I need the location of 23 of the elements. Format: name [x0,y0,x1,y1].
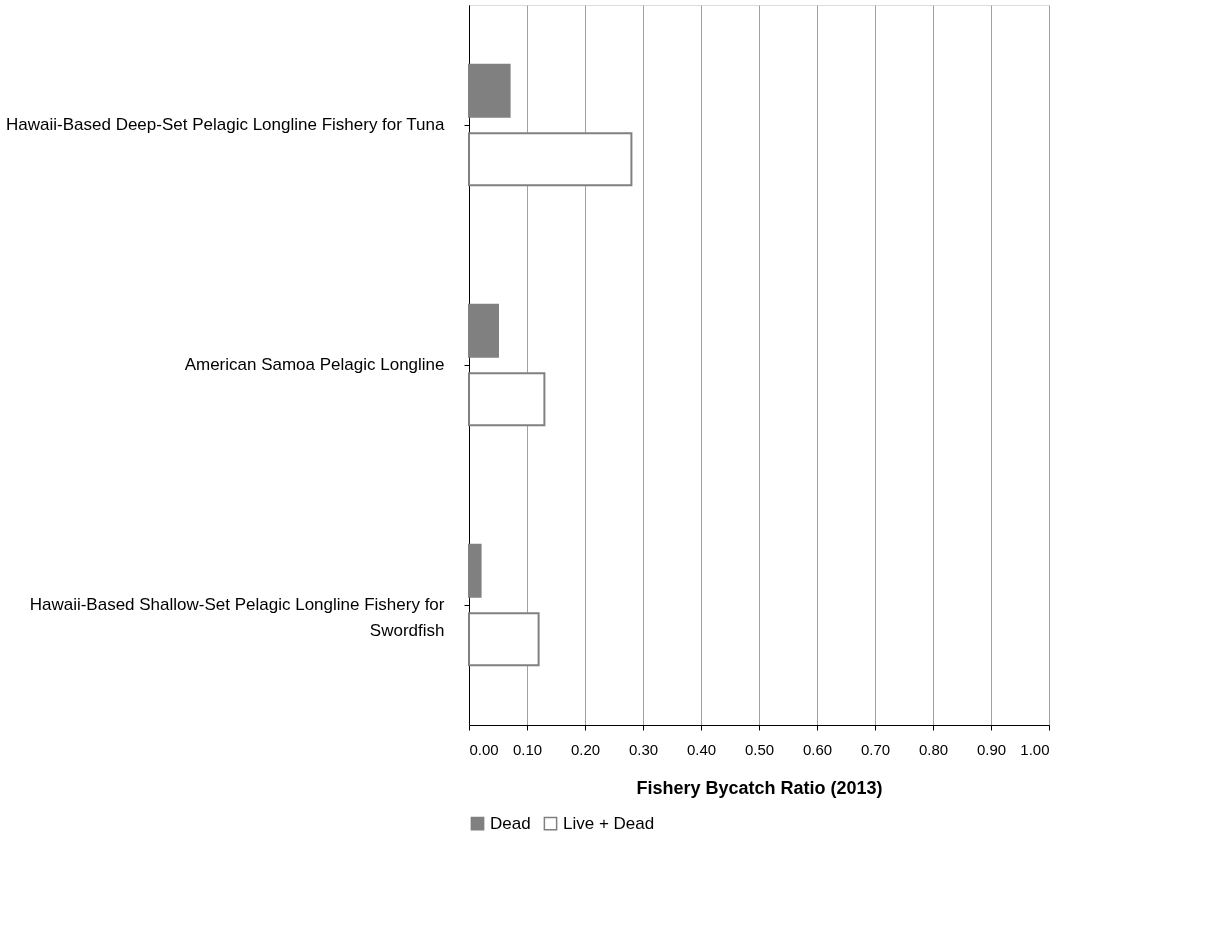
y-tick-label: Hawaii-Based Deep-Set Pelagic Longline Fishery for Tuna [6,115,446,134]
x-tick-label: 0.60 [802,740,833,758]
bar [468,63,511,118]
x-axis-title: Fishery Bycatch Ratio (2013) [636,777,883,798]
x-tick-label: 0.20 [570,740,601,758]
x-tick-label: 0.90 [976,740,1007,758]
bar [468,132,633,187]
x-tick-label: 0.70 [860,740,891,758]
x-tick-label: 0.80 [918,740,949,758]
x-tick-label: 0.40 [686,740,717,758]
bar [468,372,546,427]
bar [468,303,499,358]
legend-label: Dead [490,813,531,833]
x-tick-label: 0.50 [744,740,775,758]
bar [468,612,540,667]
legend-label: Live + Dead [563,813,655,833]
y-tick-label: American Samoa Pelagic Longline [184,355,445,374]
y-tick-label: Hawaii-Based Shallow-Set Pelagic Longline Fishery for Swordfish [29,595,445,640]
bar [468,543,482,598]
x-tick-label: 0.00 [469,740,499,758]
x-tick-label: 0.30 [628,740,659,758]
x-tick-label: 1.00 [1020,740,1050,758]
x-tick-label: 0.10 [512,740,543,758]
